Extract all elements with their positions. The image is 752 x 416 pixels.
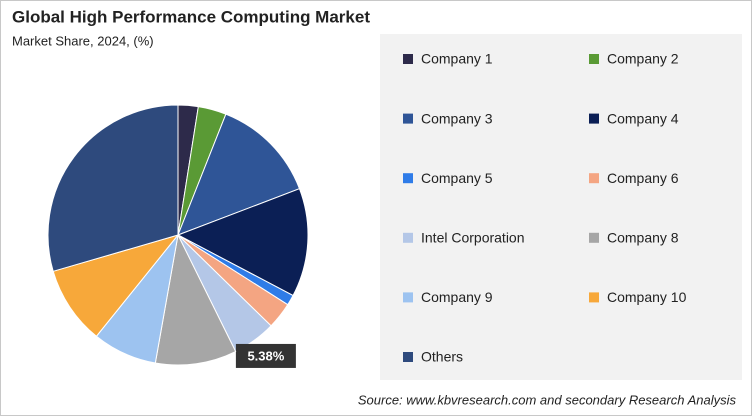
legend-swatch bbox=[403, 232, 413, 243]
legend-swatch bbox=[403, 173, 413, 184]
value-label: 5.38% bbox=[247, 348, 284, 363]
legend-label: Company 9 bbox=[421, 289, 493, 305]
legend-label: Company 1 bbox=[421, 51, 493, 67]
chart-subtitle: Market Share, 2024, (%) bbox=[12, 33, 154, 48]
legend-swatch bbox=[403, 113, 413, 124]
legend-label: Others bbox=[421, 349, 463, 365]
legend-swatch bbox=[403, 54, 413, 64]
legend-swatch bbox=[589, 292, 599, 303]
legend-label: Company 6 bbox=[607, 170, 679, 186]
pie-slice bbox=[47, 104, 179, 272]
legend-swatch bbox=[589, 232, 599, 243]
legend-label: Company 8 bbox=[607, 230, 679, 246]
legend-label: Company 3 bbox=[421, 110, 493, 126]
legend-swatch bbox=[403, 292, 413, 303]
legend-swatch bbox=[403, 352, 413, 362]
legend-box bbox=[380, 34, 742, 380]
legend-label: Company 4 bbox=[607, 110, 679, 126]
legend-label: Company 5 bbox=[421, 170, 493, 186]
pie-slice bbox=[52, 234, 180, 337]
legend-swatch bbox=[589, 54, 599, 64]
pie-slice bbox=[176, 188, 309, 297]
legend-swatch bbox=[589, 173, 599, 184]
legend-label: Company 2 bbox=[607, 51, 679, 67]
source: Source: www.kbvresearch.com and secondar… bbox=[358, 392, 737, 407]
legend-label: Company 10 bbox=[607, 289, 687, 305]
chart-title: Global High Performance Computing Market bbox=[12, 7, 370, 26]
legend-swatch bbox=[589, 113, 599, 124]
legend-label: Intel Corporation bbox=[421, 230, 525, 246]
value-label-box bbox=[235, 343, 296, 368]
pie-slice bbox=[177, 113, 301, 236]
pie-slice bbox=[154, 233, 237, 366]
